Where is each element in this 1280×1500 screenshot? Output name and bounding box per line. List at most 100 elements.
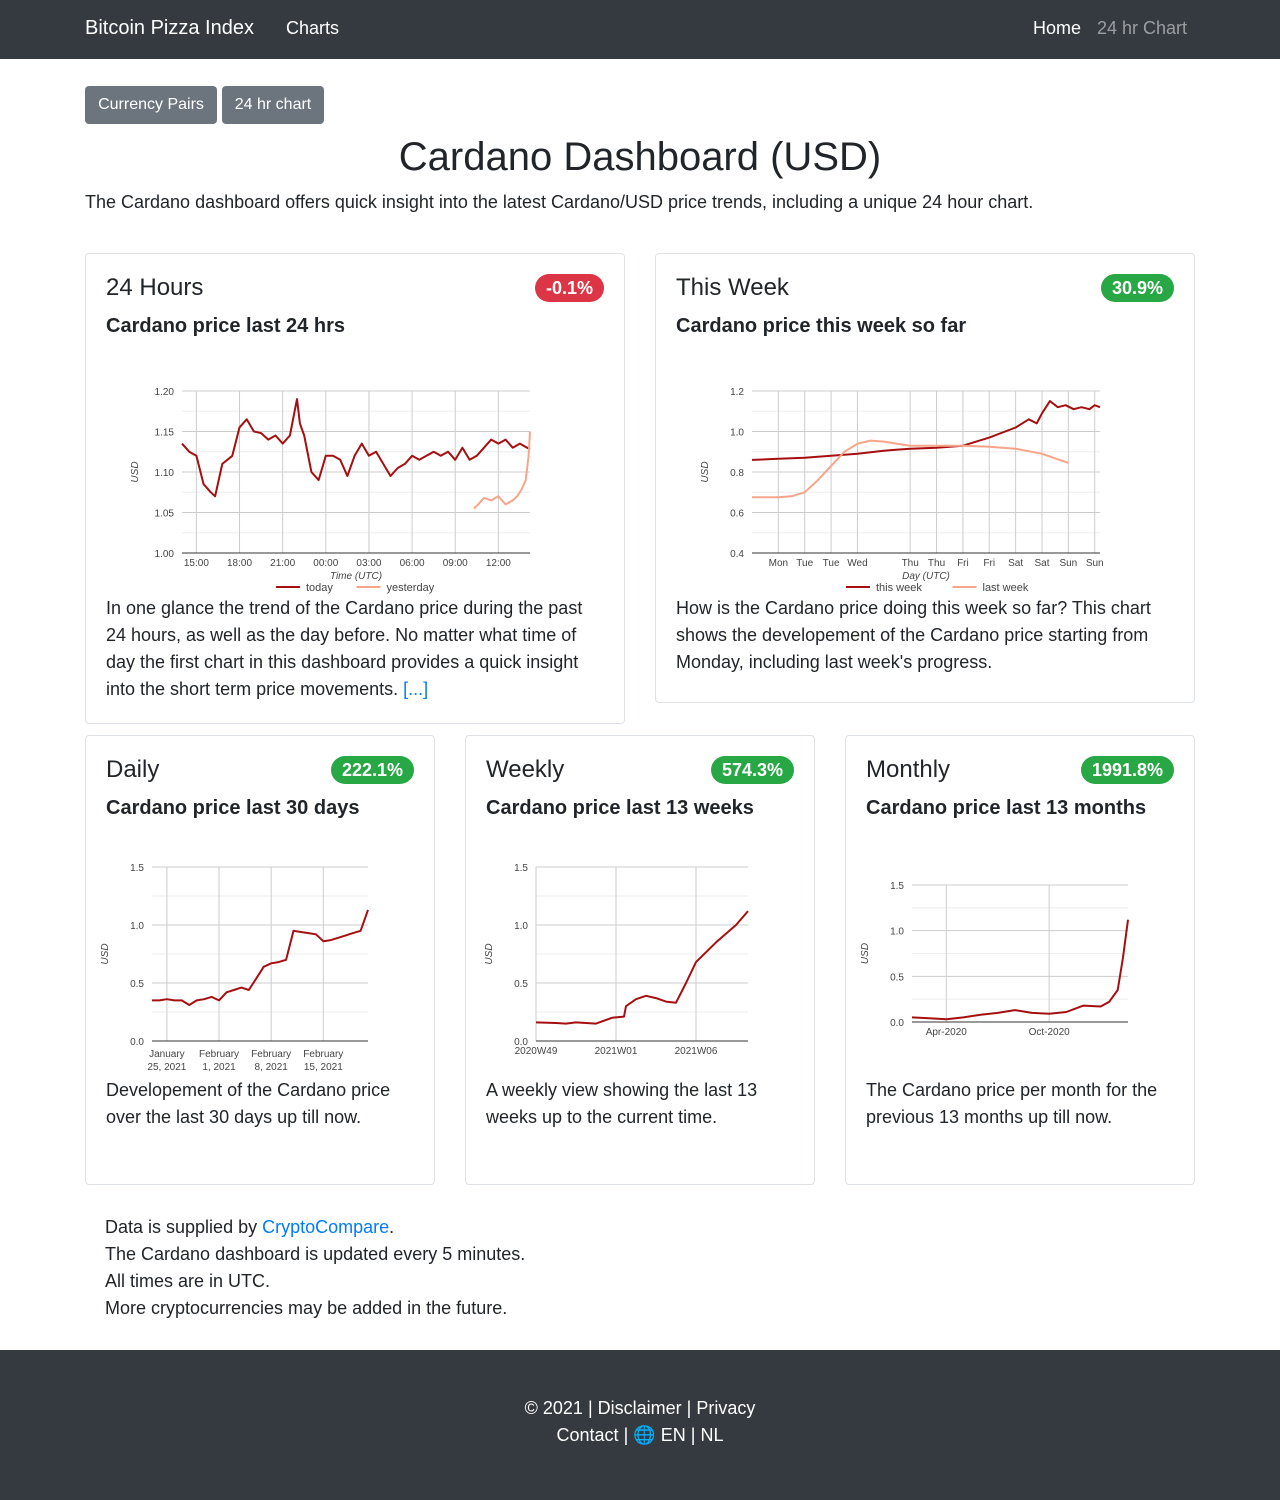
nav-home[interactable]: Home	[1033, 18, 1082, 38]
card-weekly: Weekly 574.3% Cardano price last 13 week…	[465, 735, 815, 1185]
x-tick-label: Tue	[823, 558, 840, 569]
lang-nl-link[interactable]: NL	[700, 1425, 724, 1445]
y-tick-label: 1.5	[890, 881, 904, 892]
card-text: A weekly view showing the last 13 weeks …	[486, 1080, 758, 1127]
x-tick-label: Sun	[1059, 558, 1077, 569]
change-badge: 1991.8%	[1080, 756, 1174, 784]
legend-label: today	[306, 582, 333, 594]
privacy-link[interactable]: Privacy	[696, 1398, 756, 1418]
cryptocompare-link[interactable]: CryptoCompare	[262, 1217, 390, 1237]
contact-link[interactable]: Contact	[556, 1425, 619, 1445]
y-axis-label: USD	[100, 943, 111, 964]
globe-icon: 🌐	[633, 1425, 656, 1445]
x-tick-label: Wed	[847, 558, 867, 569]
page-title: Cardano Dashboard (USD)	[398, 135, 882, 179]
y-tick-label: 0.6	[730, 509, 744, 520]
y-tick-label: 1.2	[730, 387, 744, 398]
y-tick-label: 1.15	[155, 428, 175, 439]
x-tick-label: Thu	[902, 558, 919, 569]
lang-en-link[interactable]: EN	[660, 1425, 686, 1445]
y-axis-label: USD	[484, 943, 495, 964]
series-line-last-week	[752, 439, 1069, 499]
x-tick-label: Thu	[928, 558, 945, 569]
x-tick-label: Sat	[1008, 558, 1023, 569]
card-subtitle: Cardano price this week so far	[676, 315, 967, 337]
card-title: Daily	[106, 756, 160, 783]
utc-note: All times are in UTC.	[105, 1271, 271, 1291]
x-tick-label: 8, 2021	[254, 1062, 288, 1073]
y-tick-label: 1.05	[155, 509, 175, 520]
x-tick-label: February	[303, 1049, 343, 1060]
separator: |	[686, 1398, 692, 1418]
footer: © 2021 | Disclaimer | Privacy Contact | …	[0, 1350, 1280, 1500]
x-tick-label: Sun	[1086, 558, 1104, 569]
card-text: How is the Cardano price doing this week…	[676, 598, 1151, 672]
card-this-week: This Week 30.9% Cardano price this week …	[655, 253, 1195, 703]
data-source-note: Data is supplied by CryptoCompare.	[105, 1217, 395, 1237]
y-tick-label: 0.0	[514, 1037, 528, 1048]
y-tick-label: 1.10	[155, 468, 175, 479]
x-tick-label: 15:00	[184, 558, 209, 569]
y-axis-label: USD	[700, 461, 711, 482]
nav-24hr-chart[interactable]: 24 hr Chart	[1097, 18, 1188, 38]
y-tick-label: 1.00	[155, 549, 175, 560]
page-intro: The Cardano dashboard offers quick insig…	[85, 192, 1034, 212]
y-tick-label: 0.4	[730, 549, 744, 560]
card-subtitle: Cardano price last 24 hrs	[106, 315, 345, 337]
y-tick-label: 0.5	[130, 979, 144, 990]
x-tick-label: 2021W01	[595, 1046, 638, 1057]
chart-this-week: 0.4 0.6 0.8 1.0 1.2 Mon Tue Tue Wed Thu Thu Fri Fri S…	[700, 387, 1104, 594]
card-subtitle: Cardano price last 13 months	[866, 797, 1147, 819]
series-line-yesterday	[473, 431, 531, 510]
x-tick-label: 03:00	[356, 558, 381, 569]
y-tick-label: 1.5	[514, 863, 528, 874]
y-tick-label: 0.0	[130, 1037, 144, 1048]
change-badge: 30.9%	[1100, 274, 1174, 302]
card-24-hours: 24 Hours -0.1% Cardano price last 24 hrs…	[85, 253, 625, 724]
y-tick-label: 1.0	[890, 927, 904, 938]
chart-24-hours: 1.00 1.05 1.10 1.15 1.20 15:00 18:00 21:00 00:00…	[130, 387, 531, 594]
x-tick-label: 2020W49	[515, 1046, 558, 1057]
card-title: This Week	[676, 274, 789, 301]
x-axis-label: Time (UTC)	[330, 571, 382, 582]
x-tick-label: February	[199, 1049, 239, 1060]
separator: |	[587, 1398, 593, 1418]
series-line-today	[181, 398, 531, 498]
card-text: The Cardano price per month for the prev…	[866, 1080, 1158, 1127]
card-title: Weekly	[486, 756, 565, 783]
24hr-chart-button[interactable]: 24 hr chart	[222, 86, 324, 124]
copyright: © 2021	[524, 1398, 583, 1418]
x-tick-label: 25, 2021	[147, 1062, 186, 1073]
x-tick-label: 21:00	[270, 558, 295, 569]
card-text: Developement of the Cardano price over t…	[106, 1080, 391, 1127]
brand-link[interactable]: Bitcoin Pizza Index	[85, 17, 254, 39]
read-more-link[interactable]: [...]	[403, 679, 429, 699]
y-tick-label: 1.0	[130, 921, 144, 932]
x-tick-label: 18:00	[227, 558, 252, 569]
x-tick-label: Fri	[957, 558, 969, 569]
y-tick-label: 1.0	[730, 428, 744, 439]
y-tick-label: 0.5	[514, 979, 528, 990]
update-note: The Cardano dashboard is updated every 5…	[105, 1244, 526, 1264]
x-tick-label: Apr-2020	[926, 1027, 968, 1038]
separator: |	[690, 1425, 696, 1445]
x-axis-label: Day (UTC)	[902, 571, 950, 582]
y-tick-label: 1.0	[514, 921, 528, 932]
nav-charts[interactable]: Charts	[286, 18, 340, 38]
legend-label: last week	[983, 582, 1029, 594]
x-tick-label: Mon	[769, 558, 788, 569]
card-title: 24 Hours	[106, 274, 204, 301]
footer-line-2: Contact | 🌐 EN | NL	[0, 1425, 1280, 1446]
x-tick-label: 06:00	[400, 558, 425, 569]
series-line-price	[152, 909, 369, 1006]
navbar: Bitcoin Pizza Index Charts Home 24 hr Ch…	[0, 0, 1280, 59]
card-subtitle: Cardano price last 30 days	[106, 797, 360, 819]
y-tick-label: 1.20	[155, 387, 175, 398]
currency-pairs-button[interactable]: Currency Pairs	[85, 86, 217, 124]
future-note: More cryptocurrencies may be added in th…	[105, 1298, 508, 1318]
chart-monthly: 0.0 0.5 1.0 1.5 Apr-2020 Oct-2020 USD	[860, 881, 1129, 1038]
legend-label: this week	[876, 582, 922, 594]
change-badge: -0.1%	[534, 274, 604, 302]
disclaimer-link[interactable]: Disclaimer	[597, 1398, 682, 1418]
x-tick-label: Sat	[1034, 558, 1049, 569]
